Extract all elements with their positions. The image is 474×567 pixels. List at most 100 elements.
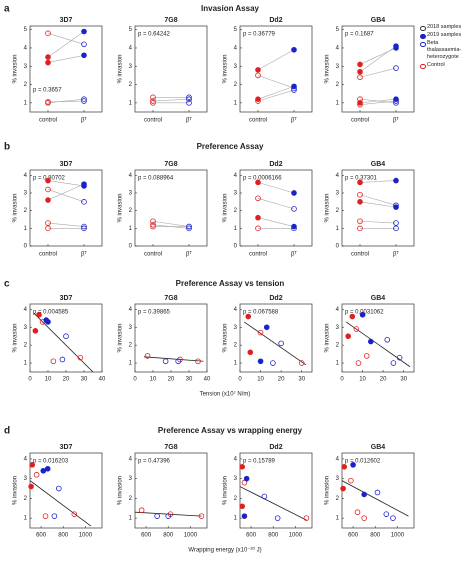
y-tick-label: 3 xyxy=(336,64,340,70)
point xyxy=(29,462,36,468)
panel-letter: c xyxy=(4,279,10,290)
panel-title: Preference Assay xyxy=(197,142,264,151)
x-tick-label: control xyxy=(39,118,57,124)
x-tick-label: βᵀ xyxy=(186,117,192,124)
x-tick-label: 1000 xyxy=(184,533,198,539)
x-axis-title: Tension (x10⁷ N/m) xyxy=(200,391,251,398)
pair-link xyxy=(257,182,295,194)
point xyxy=(374,489,381,496)
point xyxy=(247,349,254,356)
point xyxy=(255,179,261,186)
y-tick-label: 3 xyxy=(24,476,28,482)
plot-frame xyxy=(29,169,103,247)
x-tick-label: 0 xyxy=(28,377,32,383)
x-tick-label: control xyxy=(39,252,57,258)
point xyxy=(291,206,297,212)
point xyxy=(367,338,374,345)
pair-link xyxy=(359,100,397,105)
pair-link xyxy=(47,222,85,227)
point xyxy=(45,197,51,203)
point xyxy=(175,358,182,365)
y-tick-label: 4 xyxy=(336,307,340,313)
pair-link xyxy=(257,75,295,89)
point xyxy=(291,83,297,90)
y-tick-label: 2 xyxy=(129,496,133,502)
point xyxy=(257,358,264,365)
y-tick-label: 5 xyxy=(129,27,133,33)
x-axis-title: Wrapping energy (x10⁻²⁰ J) xyxy=(188,547,261,554)
plot-frame xyxy=(239,452,313,529)
pair-link xyxy=(257,86,295,100)
x-tick-label: 800 xyxy=(58,533,69,539)
y-tick-label: 3 xyxy=(336,476,340,482)
fit-line xyxy=(30,480,92,527)
point xyxy=(350,462,356,468)
x-tick-label: 30 xyxy=(400,377,407,383)
point xyxy=(40,467,47,474)
point xyxy=(51,513,58,519)
legend-item: 2019 samples xyxy=(420,32,472,39)
legend-label: Control xyxy=(427,62,445,68)
point xyxy=(44,465,51,472)
p-value: p = 0.0006166 xyxy=(243,176,282,182)
point xyxy=(42,513,49,519)
y-tick-label: 4 xyxy=(129,173,133,179)
y-tick-label: 2 xyxy=(234,343,238,349)
x-tick-label: 30 xyxy=(81,377,88,383)
p-value: p = 0.37301 xyxy=(345,176,378,182)
x-tick-label: 800 xyxy=(163,533,174,539)
point xyxy=(138,507,145,514)
point xyxy=(298,360,305,366)
pair-link xyxy=(47,31,85,58)
y-tick-label: 2 xyxy=(234,82,238,88)
y-tick-label: 1 xyxy=(234,100,238,106)
x-tick-label: βᵀ xyxy=(291,251,297,258)
pair-link xyxy=(47,189,85,203)
y-axis-title: % invasion xyxy=(13,54,19,83)
point xyxy=(32,328,39,334)
point xyxy=(349,313,356,320)
point xyxy=(81,225,87,232)
y-tick-label: 4 xyxy=(24,46,28,52)
y-tick-label: 4 xyxy=(24,173,28,179)
legend-item: Control xyxy=(420,62,472,69)
chart-title: Dd2 xyxy=(269,161,282,168)
point xyxy=(255,67,261,73)
x-tick-label: βᵀ xyxy=(81,251,87,258)
pair-link xyxy=(47,183,85,201)
y-axis-title: % invasion xyxy=(325,54,331,83)
legend-label: Beta thalassaemia-heterozygote xyxy=(427,40,462,60)
legend-marker xyxy=(420,63,426,69)
point xyxy=(359,311,366,318)
plot-frame xyxy=(29,25,103,113)
point xyxy=(186,100,192,106)
x-tick-label: 10 xyxy=(359,377,366,383)
x-tick-label: 40 xyxy=(204,377,211,383)
p-value: p = 0.64242 xyxy=(138,32,171,38)
y-tick-label: 4 xyxy=(234,173,238,179)
point xyxy=(278,340,284,347)
y-tick-label: 3 xyxy=(24,64,28,70)
panel-letter: a xyxy=(4,4,10,15)
point xyxy=(341,464,348,470)
legend-label: 2018 samples xyxy=(427,24,462,30)
point xyxy=(195,358,201,365)
y-axis-title: % invasion xyxy=(13,193,19,222)
x-tick-label: βᵀ xyxy=(393,117,399,124)
point xyxy=(45,99,51,105)
x-tick-label: 800 xyxy=(370,533,381,539)
y-tick-label: 5 xyxy=(336,27,340,33)
plot-frame xyxy=(341,303,415,373)
y-tick-label: 4 xyxy=(336,456,340,462)
y-axis-title: % invasion xyxy=(223,193,229,222)
y-tick-label: 4 xyxy=(336,173,340,179)
x-tick-label: βᵀ xyxy=(186,251,192,258)
point xyxy=(340,485,346,492)
point xyxy=(81,28,87,35)
p-value: p = 0.0031062 xyxy=(345,310,384,316)
p-value: p = 0.36779 xyxy=(243,32,276,38)
point xyxy=(357,199,363,205)
legend: 2018 samples 2019 samples Beta thalassaemi… xyxy=(420,24,472,70)
point xyxy=(255,195,261,202)
y-tick-label: 2 xyxy=(336,343,340,349)
